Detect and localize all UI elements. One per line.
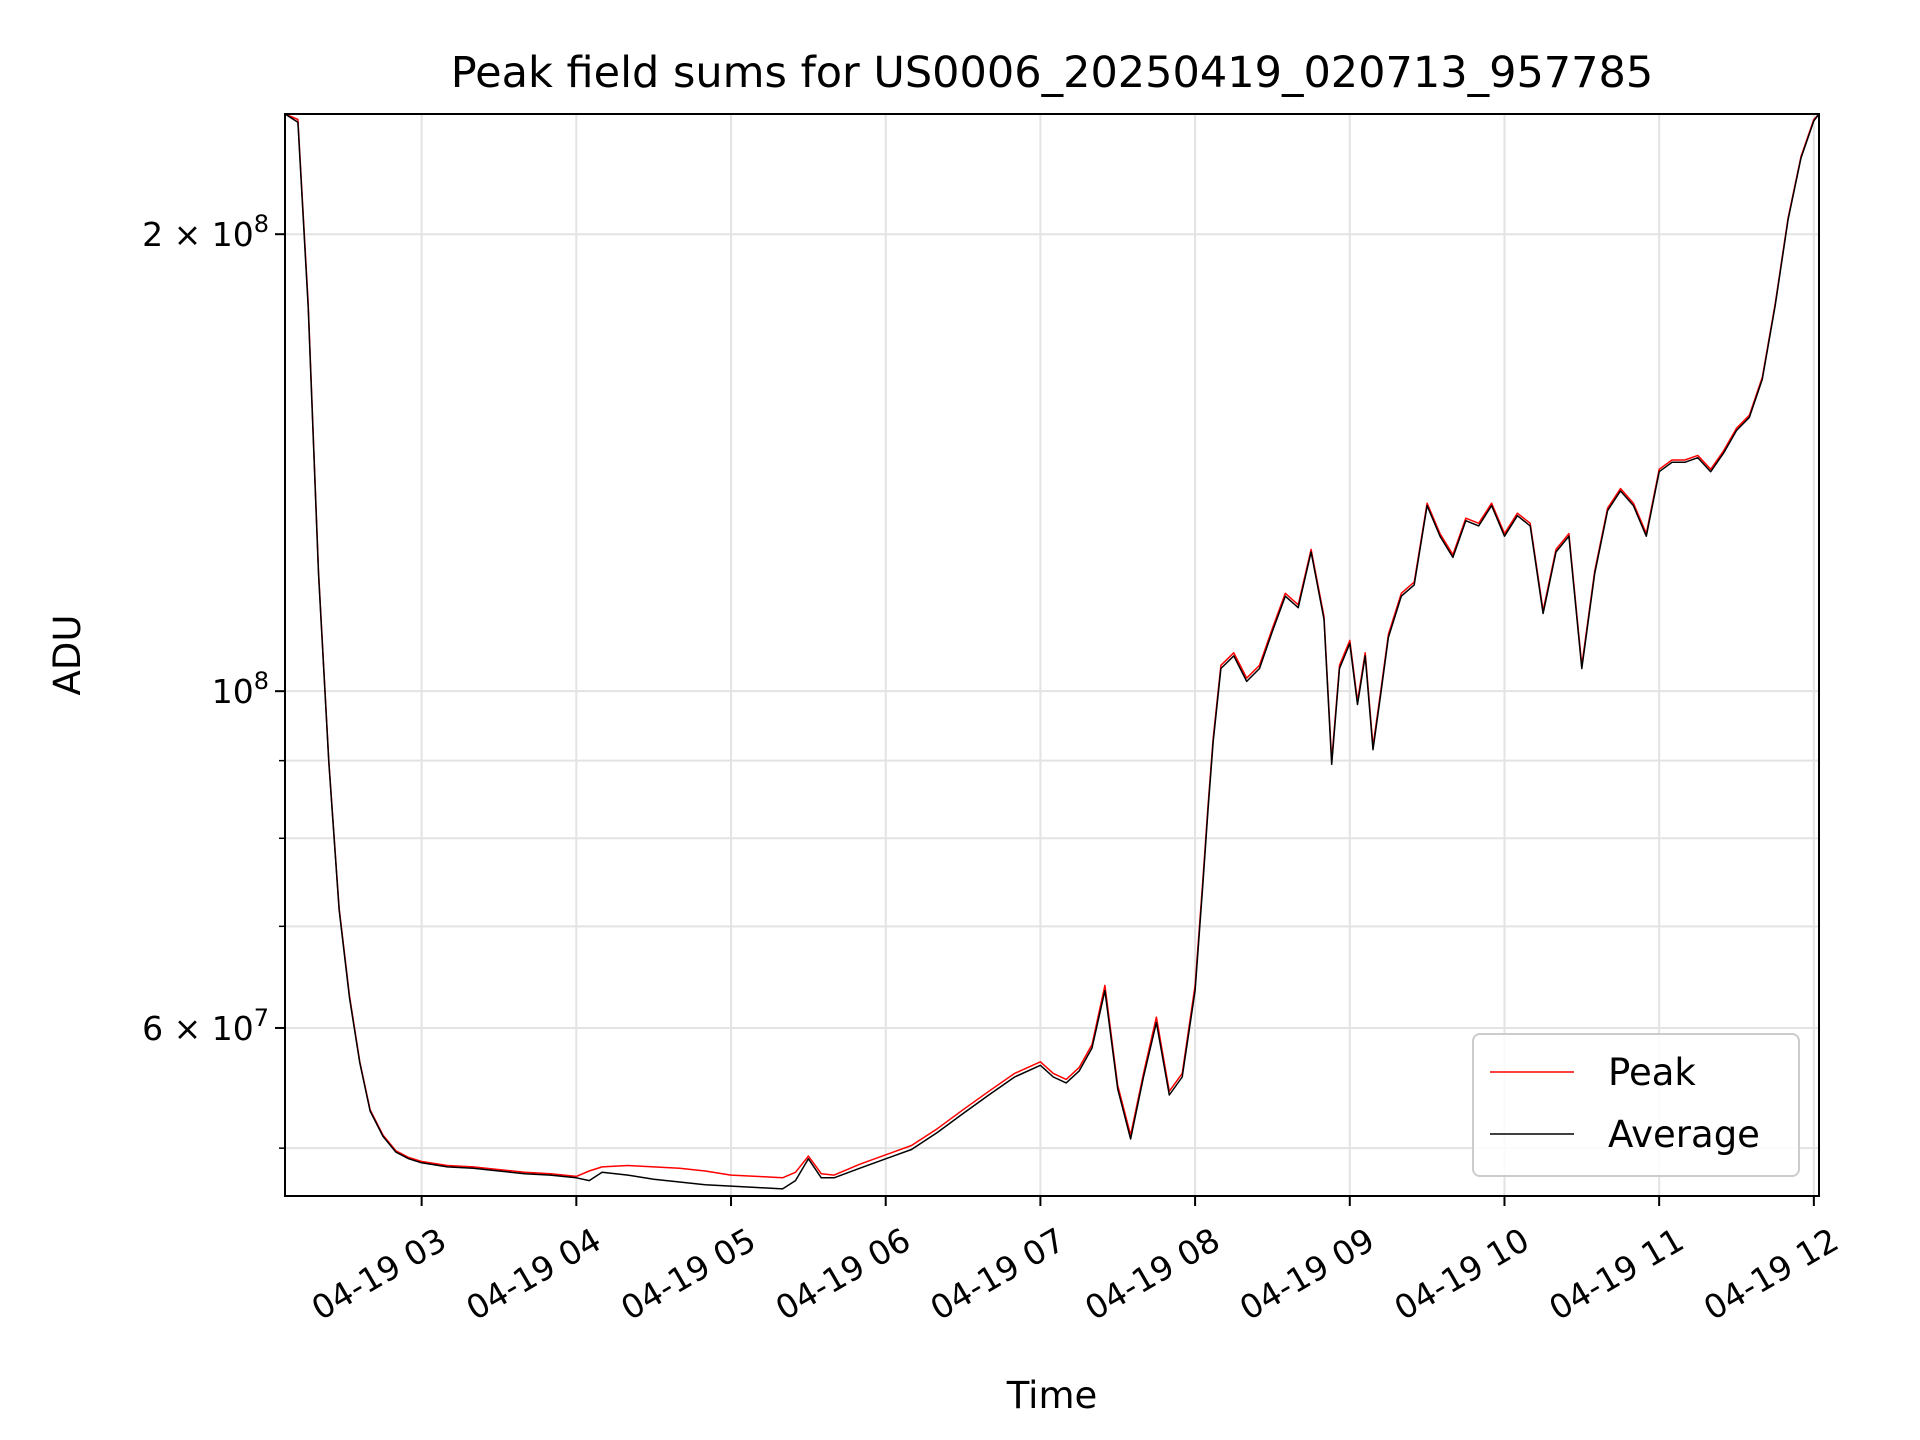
series-line-average <box>284 113 1820 1190</box>
legend-label-average: Average <box>1608 1113 1760 1156</box>
y-tick-label: 2 × 108 <box>142 210 269 254</box>
chart-title: Peak field sums for US0006_20250419_0207… <box>451 48 1654 98</box>
y-tick-label: 6 × 107 <box>142 1004 269 1048</box>
y-axis-ticks: 6 × 107 108 2 × 108 <box>142 210 285 1149</box>
series-layer <box>284 113 1820 1190</box>
y-axis-label: ADU <box>46 615 89 696</box>
plot-frame <box>284 113 1820 1197</box>
legend-box <box>1472 1033 1800 1177</box>
y-tick-label: 108 <box>212 667 269 711</box>
x-axis-label: Time <box>1006 1374 1098 1417</box>
legend-label-peak: Peak <box>1608 1051 1696 1094</box>
legend: Peak Average <box>1472 1033 1800 1177</box>
